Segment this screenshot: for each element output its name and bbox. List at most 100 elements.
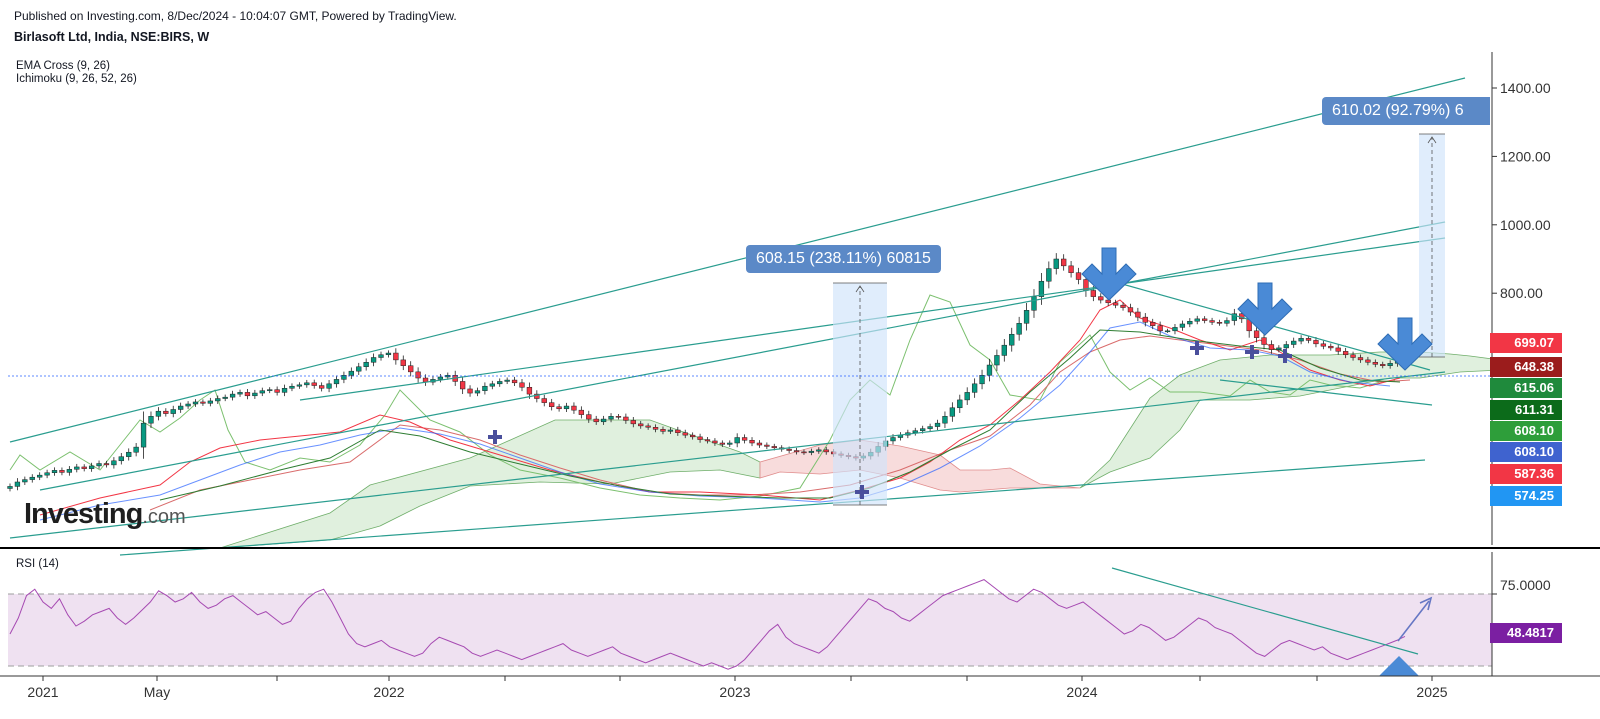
ema-9 [39,299,1401,516]
candle [1068,261,1074,278]
candle [459,376,466,395]
candle [615,413,622,420]
trendline-channel-top [39,221,1446,491]
candle [326,379,332,393]
candle [1350,351,1356,361]
price-label: 699.07 [1490,333,1562,353]
candle [511,376,518,386]
symbol-title[interactable]: Birlasoft Ltd, India, NSE:BIRS, W [14,30,210,44]
down-arrow-icon [1377,317,1433,371]
candle [267,387,273,394]
candle [393,348,399,365]
candle [1328,343,1334,351]
candle [170,405,176,418]
candle [281,384,288,397]
candle [1202,316,1208,324]
candle [897,432,904,441]
indicator-rsi[interactable]: RSI (14) [16,558,59,570]
candle [207,397,213,407]
candle [1291,337,1297,348]
candle [719,440,725,447]
candle [793,447,800,455]
candle [808,448,815,456]
ema-26 [39,321,1391,521]
time-tick-label: 2024 [1066,684,1097,700]
candle [816,447,822,454]
rsi-tick-label: 75.0000 [1500,577,1551,593]
down-arrows [1081,247,1433,371]
candle [1357,354,1364,363]
candle [497,378,503,387]
candle [957,394,963,413]
candle [348,367,354,379]
candle [1157,321,1163,335]
candle [1023,303,1030,331]
candle [408,361,414,377]
publish-info: Published on Investing.com, 8/Dec/2024 -… [14,9,457,23]
candle [296,382,303,389]
candle [1009,327,1015,352]
candle [697,433,703,443]
cloud-bullish [219,419,761,549]
candle [385,350,392,358]
candle [51,467,58,476]
cross-marker [1190,341,1204,355]
indicator-ema-cross[interactable]: EMA Cross (9, 26) [16,60,110,72]
candle [667,427,674,434]
candle [252,389,258,399]
candle [44,469,50,479]
candle [1142,313,1148,327]
candle [1335,344,1341,355]
measure-callout-2: 610.02 (92.79%) 6 [1322,97,1490,125]
candle [1194,315,1200,325]
candle [504,377,510,385]
candle [1209,317,1215,326]
candle [59,467,65,476]
time-tick-label: May [144,684,170,700]
trendline-wedge-bottom [1219,379,1433,406]
candle [96,460,102,469]
candle [727,440,733,447]
candle [1001,339,1007,362]
candle [682,429,688,439]
candle [571,402,577,414]
candle [934,419,941,430]
price-tick-label: 1200.00 [1500,148,1551,164]
candle [1365,356,1371,366]
indicator-ichimoku[interactable]: Ichimoku (9, 26, 52, 26) [16,73,137,85]
candle [734,433,740,448]
candle [1216,319,1223,326]
time-tick-label: 2023 [719,684,750,700]
candle [37,472,43,481]
candle [81,464,87,472]
candle [474,387,481,397]
candle [1372,359,1378,368]
candle [489,380,495,390]
candle [912,427,918,436]
price-tick-label: 1400.00 [1500,80,1551,96]
candle [563,402,570,412]
candle [994,349,1000,371]
candle [244,388,251,400]
candle [578,406,585,419]
candle [1150,318,1156,330]
candle [215,395,221,404]
candle [74,463,80,473]
candle [88,462,95,472]
candle [1046,261,1052,289]
candle [155,407,162,421]
candle [1231,308,1237,326]
candle [541,394,547,407]
candle [556,403,562,412]
candle [229,390,236,401]
time-tick-label: 2022 [373,684,404,700]
candle [704,436,711,444]
candle [741,434,748,444]
candle [712,438,718,446]
candle [14,478,21,491]
candle [163,408,169,417]
candle [979,369,985,390]
down-arrow-icon [1081,247,1137,301]
candle [942,411,948,428]
